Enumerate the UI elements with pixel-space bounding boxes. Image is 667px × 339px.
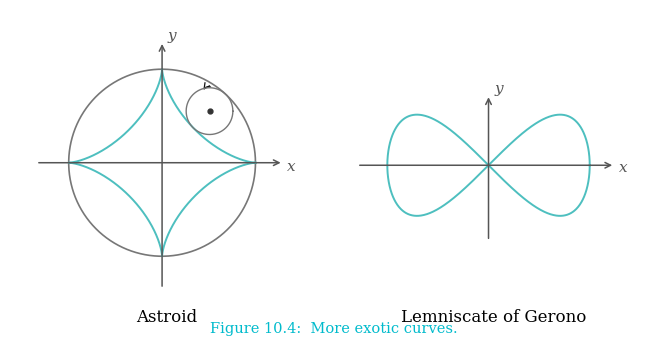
Text: Astroid: Astroid xyxy=(136,309,197,326)
Text: x: x xyxy=(287,160,296,174)
Text: Figure 10.4:  More exotic curves.: Figure 10.4: More exotic curves. xyxy=(209,322,458,336)
Text: y: y xyxy=(495,82,503,96)
Text: x: x xyxy=(619,161,628,175)
Text: y: y xyxy=(167,29,176,43)
Text: Lemniscate of Gerono: Lemniscate of Gerono xyxy=(401,309,586,326)
